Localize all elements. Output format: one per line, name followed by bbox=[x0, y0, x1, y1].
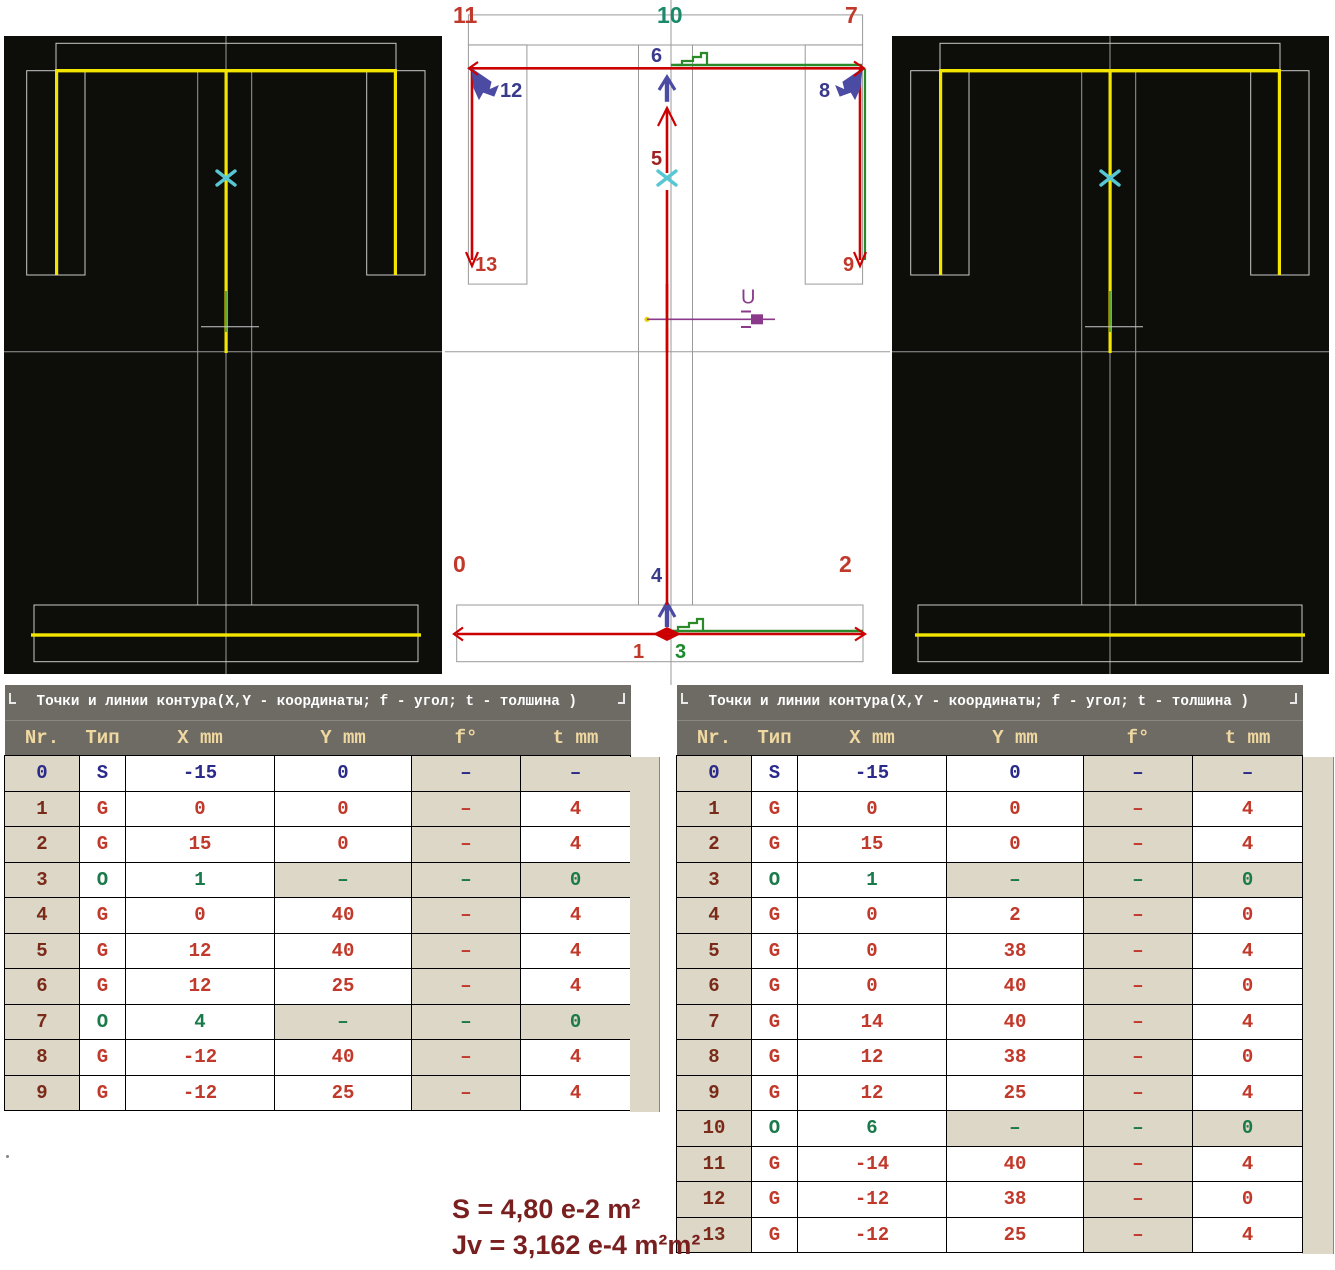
svg-text:3: 3 bbox=[675, 641, 686, 663]
svg-text:4: 4 bbox=[651, 565, 663, 587]
svg-text:5: 5 bbox=[651, 148, 662, 170]
svg-text:U: U bbox=[741, 287, 755, 309]
svg-text:9: 9 bbox=[843, 254, 854, 276]
svg-text:11: 11 bbox=[453, 2, 478, 28]
svg-text:1: 1 bbox=[633, 641, 644, 663]
svg-text:2: 2 bbox=[839, 551, 852, 577]
svg-text:10: 10 bbox=[657, 2, 683, 28]
svg-text:12: 12 bbox=[500, 80, 522, 102]
svg-text:8: 8 bbox=[819, 80, 830, 102]
svg-text:0: 0 bbox=[453, 551, 466, 577]
svg-text:13: 13 bbox=[475, 254, 497, 276]
svg-text:7: 7 bbox=[845, 2, 858, 28]
svg-text:6: 6 bbox=[651, 45, 662, 67]
